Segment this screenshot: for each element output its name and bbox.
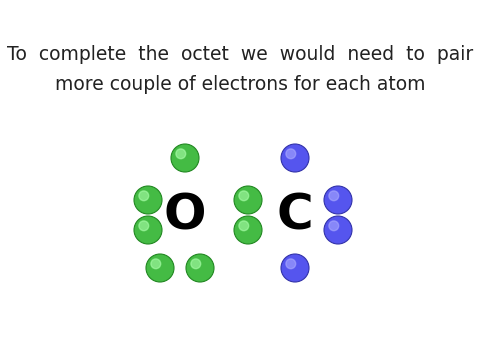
Circle shape: [171, 144, 199, 172]
Circle shape: [239, 191, 249, 201]
Circle shape: [324, 186, 352, 214]
Circle shape: [234, 216, 262, 244]
Circle shape: [239, 221, 249, 231]
Circle shape: [286, 259, 296, 269]
Text: C: C: [276, 191, 313, 239]
Circle shape: [139, 221, 149, 231]
Circle shape: [139, 191, 149, 201]
Circle shape: [176, 149, 186, 159]
Circle shape: [151, 259, 161, 269]
Circle shape: [146, 254, 174, 282]
Circle shape: [186, 254, 214, 282]
Circle shape: [324, 216, 352, 244]
Text: To  complete  the  octet  we  would  need  to  pair: To complete the octet we would need to p…: [7, 45, 473, 64]
Circle shape: [286, 149, 296, 159]
Circle shape: [329, 221, 339, 231]
Circle shape: [281, 254, 309, 282]
Text: O: O: [164, 191, 206, 239]
Circle shape: [134, 216, 162, 244]
Circle shape: [329, 191, 339, 201]
Circle shape: [134, 186, 162, 214]
Text: more couple of electrons for each atom: more couple of electrons for each atom: [55, 76, 425, 94]
Circle shape: [234, 186, 262, 214]
Circle shape: [281, 144, 309, 172]
Circle shape: [191, 259, 201, 269]
